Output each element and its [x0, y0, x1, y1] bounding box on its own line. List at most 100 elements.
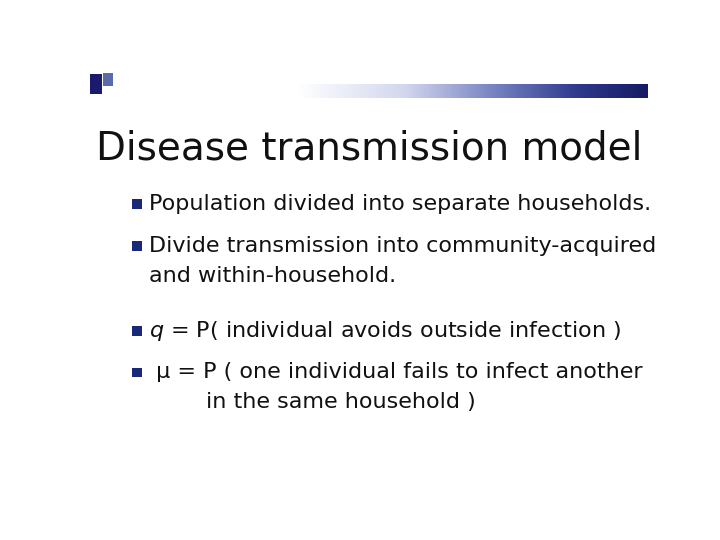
Bar	[562, 84, 563, 98]
Bar	[497, 84, 498, 98]
Bar	[235, 84, 237, 98]
Bar	[605, 84, 606, 98]
Bar	[280, 84, 282, 98]
Bar	[642, 84, 644, 98]
Bar	[544, 84, 545, 98]
Bar	[294, 84, 296, 98]
Bar	[477, 84, 478, 98]
Bar	[489, 84, 491, 98]
Bar	[419, 84, 420, 98]
Bar	[453, 84, 455, 98]
Bar	[327, 84, 328, 98]
Bar	[381, 84, 383, 98]
Bar	[455, 84, 456, 98]
Bar	[116, 84, 117, 98]
Bar	[437, 84, 438, 98]
Bar	[132, 326, 142, 336]
Bar	[256, 84, 258, 98]
Bar	[520, 84, 522, 98]
Bar	[577, 84, 580, 98]
Bar	[637, 84, 639, 98]
Bar	[130, 84, 132, 98]
Bar	[135, 84, 138, 98]
Bar	[341, 84, 343, 98]
Bar	[424, 84, 426, 98]
Bar	[534, 84, 536, 98]
Bar	[540, 84, 541, 98]
Bar	[201, 84, 202, 98]
Bar	[442, 84, 444, 98]
Bar	[428, 84, 430, 98]
Bar	[613, 84, 616, 98]
Bar	[310, 84, 312, 98]
Bar	[623, 84, 624, 98]
Text: and within-household.: and within-household.	[148, 266, 396, 286]
Bar	[358, 84, 359, 98]
Bar	[563, 84, 565, 98]
Bar	[328, 84, 330, 98]
Bar	[166, 84, 168, 98]
Bar	[258, 84, 260, 98]
Bar	[134, 84, 135, 98]
Bar	[431, 84, 433, 98]
Bar	[296, 84, 298, 98]
Bar	[405, 84, 406, 98]
Bar	[462, 84, 464, 98]
Bar	[230, 84, 231, 98]
Bar	[392, 84, 394, 98]
Bar	[330, 84, 332, 98]
Bar	[460, 84, 462, 98]
Bar	[624, 84, 626, 98]
Bar	[412, 84, 413, 98]
Bar	[552, 84, 554, 98]
Bar	[334, 84, 336, 98]
Bar	[559, 84, 562, 98]
Bar	[267, 84, 269, 98]
Bar	[195, 84, 197, 98]
Bar	[513, 84, 515, 98]
Bar	[438, 84, 441, 98]
Bar	[251, 84, 253, 98]
Bar	[558, 84, 559, 98]
Bar	[420, 84, 423, 98]
Bar	[617, 84, 619, 98]
Bar	[123, 84, 125, 98]
Text: Population divided into separate households.: Population divided into separate househo…	[148, 194, 651, 214]
Bar	[217, 84, 219, 98]
Bar	[631, 84, 634, 98]
Bar	[426, 84, 428, 98]
Bar	[547, 84, 549, 98]
Bar	[628, 84, 630, 98]
Text: in the same household ): in the same household )	[148, 393, 475, 413]
Bar	[397, 84, 399, 98]
Bar	[608, 84, 610, 98]
Bar	[523, 84, 526, 98]
Bar	[471, 84, 473, 98]
Bar	[456, 84, 459, 98]
Bar	[384, 84, 387, 98]
Bar	[572, 84, 574, 98]
Bar	[581, 84, 583, 98]
Bar	[598, 84, 599, 98]
Bar	[292, 84, 294, 98]
Bar	[570, 84, 572, 98]
Bar	[505, 84, 508, 98]
Bar	[291, 84, 292, 98]
Bar	[336, 84, 338, 98]
Bar	[112, 84, 114, 98]
Bar	[208, 84, 210, 98]
Bar	[163, 84, 164, 98]
Bar	[184, 84, 186, 98]
Bar	[314, 84, 316, 98]
Bar	[576, 84, 577, 98]
Bar	[610, 84, 612, 98]
Bar	[365, 84, 366, 98]
Bar	[469, 84, 471, 98]
Bar	[190, 84, 192, 98]
Bar	[231, 84, 233, 98]
Bar	[504, 84, 505, 98]
Bar	[260, 84, 262, 98]
Bar	[159, 84, 161, 98]
Bar	[635, 84, 637, 98]
Bar	[595, 84, 598, 98]
